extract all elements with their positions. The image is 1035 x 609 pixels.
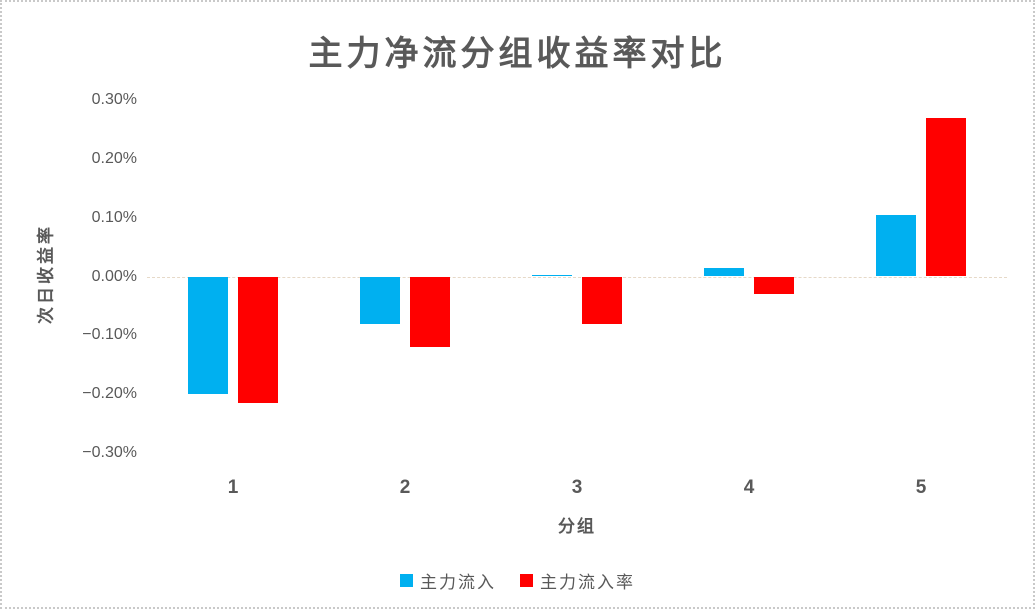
bar-主力流入率-3 <box>582 276 622 324</box>
bar-主力流入率-4 <box>754 276 794 295</box>
bar-主力流入率-5 <box>926 117 966 277</box>
plot-area: 0.30% 0.20% 0.10% 0.00% −0.10% −0.20% −0… <box>82 91 1007 498</box>
ytick-label: 0.30% <box>91 91 137 108</box>
x-axis-title: 分组 <box>558 517 596 536</box>
bar-主力流入-1 <box>188 276 228 395</box>
zero-gridline <box>147 276 1007 278</box>
ytick-label: −0.10% <box>82 326 137 344</box>
xtick-label: 5 <box>915 477 927 498</box>
ytick-label: 0.00% <box>91 267 137 285</box>
ytick-label: 0.20% <box>91 149 137 167</box>
xtick-label: 4 <box>743 477 755 498</box>
chart-title: 主力净流分组收益率对比 <box>308 35 727 73</box>
legend-swatch-blue-icon <box>400 574 413 587</box>
y-axis-title: 次日收益率 <box>36 224 56 324</box>
bar-主力流入-3 <box>532 274 572 277</box>
bar-主力流入-5 <box>876 214 916 277</box>
ytick-label: −0.30% <box>82 444 137 461</box>
legend-item-inflow: 主力流入 <box>400 568 496 593</box>
bar-主力流入率-2 <box>410 276 450 348</box>
legend-item-inflow-rate: 主力流入率 <box>520 568 635 593</box>
xtick-label: 3 <box>571 477 583 498</box>
legend-label: 主力流入率 <box>540 573 635 592</box>
bar-主力流入-4 <box>704 267 744 277</box>
bar-主力流入-2 <box>360 276 400 324</box>
xtick-label: 2 <box>399 477 411 498</box>
legend: 主力流入 主力流入率 <box>2 568 1033 593</box>
legend-label: 主力流入 <box>420 573 496 592</box>
ytick-label: −0.20% <box>82 385 137 403</box>
ytick-label: 0.10% <box>91 208 137 226</box>
bar-主力流入率-1 <box>238 276 278 403</box>
legend-swatch-red-icon <box>520 574 533 587</box>
xtick-label: 1 <box>227 477 239 498</box>
